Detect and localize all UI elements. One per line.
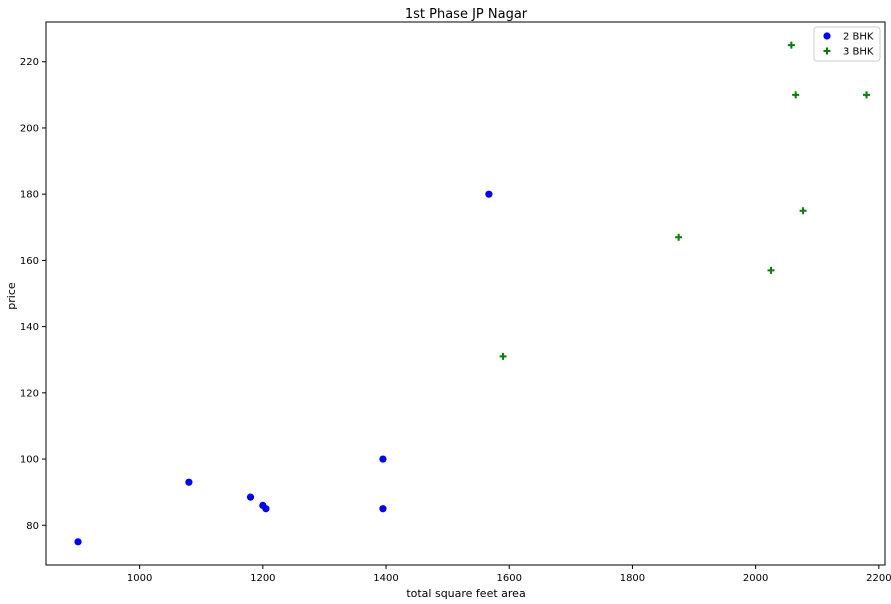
data-point-3bhk bbox=[767, 266, 775, 274]
x-tick-label: 1800 bbox=[620, 573, 645, 584]
data-point-2bhk bbox=[262, 505, 270, 513]
y-tick-label: 200 bbox=[20, 123, 39, 134]
data-point-3bhk bbox=[799, 207, 807, 215]
x-tick-label: 1600 bbox=[497, 573, 522, 584]
y-tick-label: 180 bbox=[20, 190, 39, 201]
data-point-2bhk bbox=[379, 455, 387, 463]
legend-marker bbox=[823, 32, 831, 40]
data-point-2bhk bbox=[379, 505, 387, 513]
x-tick-label: 2200 bbox=[866, 573, 891, 584]
data-point-3bhk bbox=[675, 233, 683, 241]
y-tick-label: 140 bbox=[20, 322, 39, 333]
x-tick-label: 1400 bbox=[373, 573, 398, 584]
y-axis-label: price bbox=[5, 282, 18, 310]
x-axis-label: total square feet area bbox=[406, 587, 525, 600]
legend: 2 BHK 3 BHK bbox=[813, 26, 881, 62]
x-tick-label: 1200 bbox=[250, 573, 275, 584]
x-tick-label: 1000 bbox=[127, 573, 152, 584]
legend-marker bbox=[823, 47, 831, 55]
plot-area bbox=[45, 21, 886, 566]
legend-label: 3 BHK bbox=[843, 47, 874, 58]
data-point-2bhk bbox=[246, 493, 255, 501]
y-tick-label: 220 bbox=[20, 57, 39, 68]
y-axis: 80 100 120 140 160 180 200 220 bbox=[20, 57, 46, 532]
data-point-3bhk bbox=[863, 91, 871, 99]
data-points bbox=[74, 41, 871, 546]
chart-title: 1st Phase JP Nagar bbox=[405, 7, 528, 22]
data-point-3bhk bbox=[792, 91, 800, 99]
y-tick-label: 120 bbox=[20, 388, 39, 399]
x-axis: 1000 1200 1400 1600 1800 2000 2200 bbox=[127, 565, 891, 584]
data-point-2bhk bbox=[185, 478, 193, 486]
y-tick-label: 80 bbox=[26, 521, 39, 532]
y-tick-label: 100 bbox=[20, 455, 39, 466]
data-point-2bhk bbox=[485, 190, 493, 198]
data-point-3bhk bbox=[787, 41, 795, 49]
legend-label: 2 BHK bbox=[843, 32, 874, 43]
data-point-2bhk bbox=[74, 538, 82, 546]
y-tick-label: 160 bbox=[20, 256, 39, 267]
x-tick-label: 2000 bbox=[743, 573, 768, 584]
data-point-3bhk bbox=[499, 352, 507, 360]
